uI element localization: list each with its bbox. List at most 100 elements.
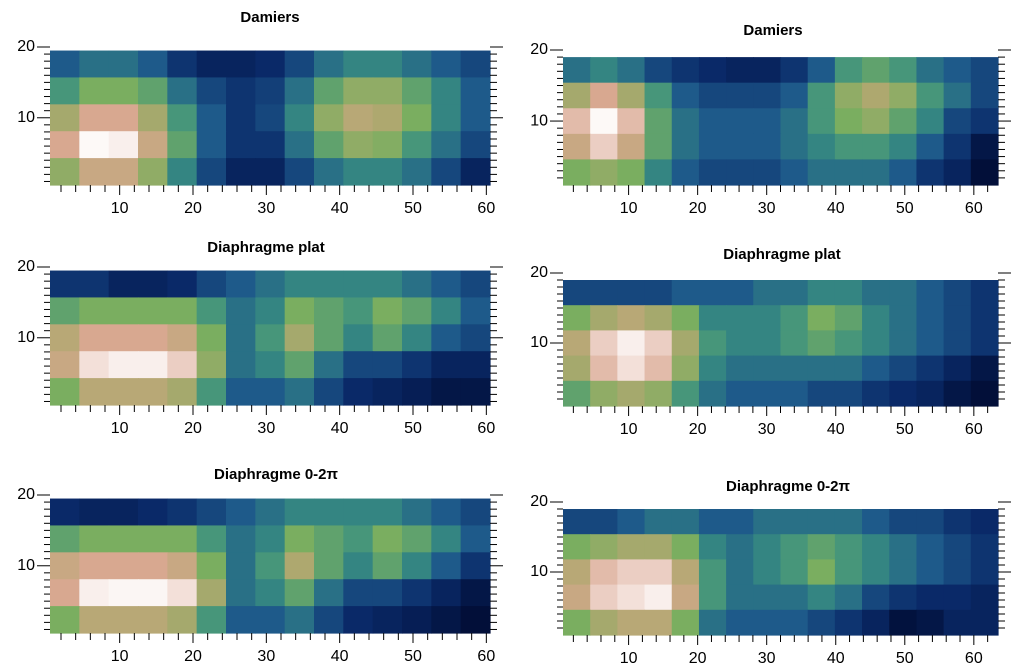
x-tick-label: 50 [404, 420, 422, 437]
heatmap-cell [970, 82, 999, 109]
heatmap-cell [343, 498, 374, 527]
heatmap-cell [314, 351, 344, 379]
heatmap-cell [780, 57, 809, 84]
heatmap-cell [108, 498, 139, 527]
heatmap-cell [50, 351, 80, 379]
heatmap-cell [698, 305, 727, 331]
x-tick-label: 50 [404, 648, 422, 665]
heatmap-cell [780, 534, 809, 560]
heatmap-cell [726, 133, 754, 161]
heatmap-cell [970, 305, 999, 331]
heatmap-cell [943, 280, 972, 306]
heatmap-cell [916, 609, 945, 636]
heatmap-cell [196, 552, 227, 580]
heatmap-cell [226, 50, 256, 79]
heatmap-cell [196, 579, 227, 607]
heatmap-cell [726, 82, 754, 109]
heatmap-cell [726, 509, 754, 535]
heatmap-cell [807, 509, 836, 535]
heatmap-cell [617, 108, 646, 135]
heatmap-cell [698, 330, 727, 357]
heatmap-cell [138, 77, 168, 105]
heatmap-cell [196, 297, 227, 325]
heatmap-cell [862, 330, 890, 357]
heatmap-cell [343, 131, 374, 159]
heatmap-cell [402, 579, 432, 607]
heatmap-cell [196, 131, 227, 159]
heatmap-cell [314, 378, 344, 406]
heatmap-cell [402, 606, 432, 634]
heatmap-cell [807, 330, 836, 357]
heatmap-cell [916, 380, 945, 407]
heatmap-cell [671, 355, 700, 382]
heatmap-cell [698, 559, 727, 586]
y-tick-label: 20 [530, 41, 548, 58]
heatmap-cell [726, 559, 754, 586]
heatmap-cell [402, 378, 432, 406]
heatmap-cell [108, 324, 139, 352]
heatmap-cell [916, 133, 945, 161]
heatmap-cell [834, 380, 863, 407]
heatmap-cell [563, 133, 591, 161]
heatmap-cell [50, 158, 80, 186]
heatmap-cell [563, 108, 591, 135]
heatmap-cell [255, 606, 286, 634]
heatmap-cell [255, 77, 286, 105]
heatmap-cell [460, 50, 491, 79]
heatmap-cell [753, 380, 782, 407]
heatmap-cell [671, 159, 700, 186]
heatmap-cell [431, 579, 462, 607]
heatmap-cell [314, 158, 344, 186]
heatmap-cell [807, 609, 836, 636]
heatmap-cell [807, 108, 836, 135]
heatmap-cell [167, 324, 198, 352]
heatmap-cell [343, 270, 374, 299]
heatmap-cell [617, 355, 646, 382]
heatmap-cell [862, 108, 890, 135]
heatmap-cell [79, 324, 110, 352]
heatmap-cell [314, 270, 344, 299]
x-tick-label: 40 [331, 648, 349, 665]
heatmap-cell [780, 82, 809, 109]
heatmap-cell [284, 498, 315, 527]
heatmap-cell [590, 133, 618, 161]
heatmap-cell [671, 57, 700, 84]
heatmap-cell [431, 324, 462, 352]
heatmap-cell [862, 133, 890, 161]
heatmap-cell [862, 380, 890, 407]
y-tick-label: 20 [530, 264, 548, 281]
heatmap-cell [889, 108, 918, 135]
heatmap-cell [108, 77, 139, 105]
x-tick-label: 50 [404, 200, 422, 217]
heatmap-cell [79, 77, 110, 105]
heatmap-cell [314, 525, 344, 553]
heatmap-cell [834, 584, 863, 611]
x-tick-label: 40 [827, 650, 845, 667]
heatmap-cell [590, 305, 618, 331]
heatmap-cell [780, 584, 809, 611]
heatmap-cell [79, 50, 110, 79]
heatmap-cell [671, 584, 700, 611]
heatmap-cell [460, 270, 491, 299]
heatmap-cell [563, 584, 591, 611]
heatmap-cell [970, 509, 999, 535]
heatmap-cell [343, 50, 374, 79]
heatmap-cell [284, 104, 315, 132]
heatmap-cell [698, 509, 727, 535]
heatmap-panel: Diaphragme 0-2π 10 20 30 40 50 60 10 20 [530, 478, 1011, 667]
heatmap-cell [255, 552, 286, 580]
heatmap-cell [807, 57, 836, 84]
heatmap-cell [970, 159, 999, 186]
heatmap-panel: Diaphragme plat 10 20 30 40 50 60 10 20 [530, 246, 1011, 438]
heatmap-cell [970, 108, 999, 135]
heatmap-cell [138, 579, 168, 607]
heatmap-cell [196, 77, 227, 105]
heatmap-cell [644, 57, 673, 84]
heatmap-cell [196, 324, 227, 352]
chart-title: Diaphragme plat [207, 239, 325, 256]
heatmap-cell [916, 57, 945, 84]
heatmap-cell [590, 108, 618, 135]
heatmap-cell [108, 579, 139, 607]
x-tick-label: 10 [620, 421, 638, 438]
heatmap-cell [460, 104, 491, 132]
